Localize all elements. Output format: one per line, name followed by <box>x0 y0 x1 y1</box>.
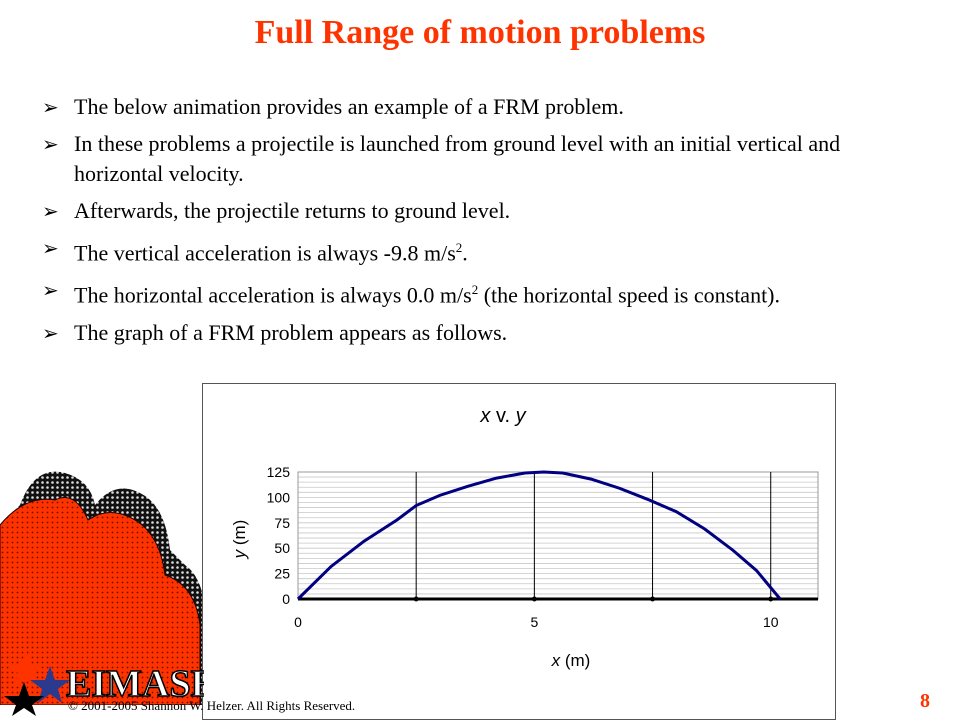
chart-title: x v. y <box>479 405 526 427</box>
bullet-text: The below animation provides an example … <box>74 94 624 119</box>
bullet-superscript: 2 <box>471 282 479 298</box>
bullet-item: ➢ In these problems a projectile is launc… <box>42 129 922 189</box>
x-tick-label: 5 <box>530 614 538 630</box>
arrow-bullet-icon: ➢ <box>42 278 59 303</box>
bullet-text: Afterwards, the projectile returns to gr… <box>74 198 511 223</box>
x-axis-label: x (m) <box>551 651 591 670</box>
axis-marker-dot <box>768 596 774 602</box>
chart: x v. y x (m) y (m) 0 25 50 75 100 125 0 5 10 <box>230 405 819 670</box>
arrow-bullet-icon: ➢ <box>42 320 59 345</box>
bullet-text: The graph of a FRM problem appears as fo… <box>74 319 508 345</box>
bullet-item: ➢ The vertical acceleration is always -9.… <box>42 233 922 268</box>
bullet-item: ➢ Afterwards, the projectile returns to g… <box>42 196 922 226</box>
axis-marker-dot <box>531 596 537 602</box>
y-tick-label: 75 <box>274 515 290 531</box>
bullet-text-after: (the horizontal speed is constant). <box>478 282 781 308</box>
bullet-list: ➢ The below animation provides an example… <box>42 92 922 355</box>
arrow-bullet-icon: ➢ <box>42 236 59 260</box>
bullet-text-after: . <box>462 240 468 266</box>
y-tick-label: 0 <box>282 591 290 607</box>
x-tick-label: 10 <box>763 614 779 630</box>
bullet-item: ➢ The below animation provides an example… <box>42 92 922 122</box>
bullet-superscript: 2 <box>455 240 463 255</box>
arrow-bullet-icon: ➢ <box>42 132 59 156</box>
copyright-footer: © 2001-2005 Shannon W. Helzer. All Right… <box>68 698 356 713</box>
logo-text: EIMASES <box>66 663 204 705</box>
bullet-text: In these problems a projectile is launch… <box>74 131 841 186</box>
bullet-item: ➢ The horizontal acceleration is always 0… <box>42 275 922 310</box>
y-tick-label: 100 <box>267 489 291 505</box>
y-axis-label: y (m) <box>230 520 249 560</box>
y-tick-label: 125 <box>267 464 291 480</box>
y-tick-label: 50 <box>274 540 290 556</box>
arrow-bullet-icon: ➢ <box>42 199 59 223</box>
page-number: 8 <box>920 690 930 712</box>
bullet-item: ➢ The graph of a FRM problem appears as f… <box>42 318 922 348</box>
bullet-text: The horizontal acceleration is always 0.… <box>74 282 472 308</box>
chart-panel: x v. y x (m) y (m) 0 25 50 75 100 125 0 5 10 <box>202 383 836 720</box>
arrow-bullet-icon: ➢ <box>42 95 59 119</box>
plot-frame <box>297 471 819 600</box>
axis-marker-dot <box>413 596 419 602</box>
y-tick-label: 25 <box>274 566 290 582</box>
trajectory-line <box>296 470 782 601</box>
x-tick-label: 0 <box>294 614 302 630</box>
bullet-text: The vertical acceleration is always -9.8… <box>74 240 456 266</box>
mountain-graphic <box>0 471 205 705</box>
eimases-logo: EIMASES <box>4 650 204 716</box>
axis-marker-dot <box>650 596 656 602</box>
slide-title: Full Range of motion problems <box>254 14 706 51</box>
